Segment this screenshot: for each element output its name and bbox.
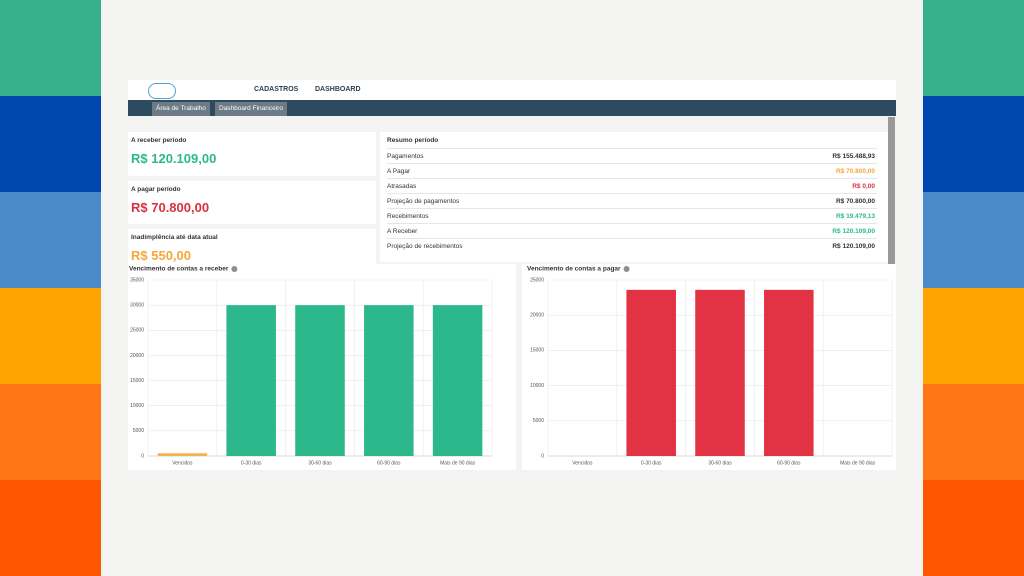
summary-row: A Receber R$ 120.109,00: [387, 223, 877, 239]
card-value: R$ 550,00: [131, 248, 191, 263]
chart-title: Vencimento de contas a pagar: [527, 266, 621, 273]
y-tick-label: 25000: [130, 328, 144, 334]
row-label: Projeção de recebimentos: [387, 243, 463, 250]
tab[interactable]: Dashboard Financeiro: [215, 102, 287, 116]
y-tick-label: 20000: [130, 353, 144, 359]
bar: [695, 289, 745, 456]
x-tick-label: 30-60 dias: [308, 460, 332, 466]
row-value: R$ 155.488,93: [832, 153, 875, 160]
nav-item[interactable]: DASHBOARD: [315, 86, 361, 93]
stripe: [923, 192, 1024, 288]
y-tick-label: 5000: [133, 428, 144, 434]
x-tick-label: 60-90 dias: [377, 460, 401, 466]
x-tick-label: 30-60 dias: [708, 460, 732, 466]
bar: [295, 305, 345, 456]
info-icon: [231, 266, 238, 272]
x-tick-label: Mais de 90 dias: [440, 460, 476, 466]
logo[interactable]: [148, 83, 176, 99]
row-label: Projeção de pagamentos: [387, 198, 460, 205]
summary-row: Recebimentos R$ 19.479,13: [387, 208, 877, 224]
card-title: A pagar período: [131, 186, 181, 193]
card-title: A receber período: [131, 137, 187, 144]
y-tick-label: 20000: [530, 313, 544, 319]
row-label: Atrasadas: [387, 183, 417, 190]
stripe: [0, 96, 101, 192]
x-tick-label: Mais de 90 dias: [840, 460, 876, 466]
stripe: [923, 96, 1024, 192]
y-tick-label: 15000: [530, 348, 544, 354]
y-tick-label: 25000: [530, 277, 544, 283]
stripe: [923, 288, 1024, 384]
stripe: [923, 480, 1024, 576]
row-value: R$ 120.109,00: [832, 243, 875, 250]
y-tick-label: 0: [541, 453, 544, 459]
stripe: [0, 192, 101, 288]
x-tick-label: Vencidos: [572, 460, 593, 466]
x-tick-label: 0-30 dias: [241, 460, 262, 466]
card-value: R$ 70.800,00: [131, 200, 210, 215]
y-tick-label: 30000: [130, 302, 144, 308]
y-tick-label: 15000: [130, 378, 144, 384]
row-label: A Pagar: [387, 168, 411, 175]
y-tick-label: 5000: [533, 418, 544, 424]
stripe: [0, 480, 101, 576]
summary-row: Atrasadas R$ 0,00: [387, 178, 877, 194]
stripe: [923, 384, 1024, 480]
tab[interactable]: Área de Trabalho: [152, 102, 210, 116]
card-value: R$ 120.109,00: [131, 151, 217, 166]
top-bar: CADASTROS DASHBOARD: [128, 80, 896, 100]
stripe: [0, 288, 101, 384]
y-tick-label: 0: [141, 453, 144, 459]
summary-panel: Resumo período Pagamentos R$ 155.488,93 A…: [380, 132, 888, 262]
x-tick-label: Vencidos: [172, 460, 193, 466]
row-label: Pagamentos: [387, 153, 424, 160]
row-value: R$ 70.800,00: [835, 198, 875, 205]
summary-row: A Pagar R$ 70.800,00: [387, 163, 877, 179]
summary-row: Projeção de pagamentos R$ 70.800,00: [387, 193, 877, 209]
y-tick-label: 35000: [130, 277, 144, 283]
tab-bar: Área de Trabalho Dashboard Financeiro: [128, 100, 896, 116]
stripe: [0, 0, 101, 96]
info-icon: [623, 266, 630, 272]
bar: [764, 289, 814, 456]
card: Inadimplência até data atual R$ 550,00: [128, 229, 376, 266]
row-value: R$ 0,00: [852, 183, 875, 190]
summary-row: Pagamentos R$ 155.488,93: [387, 148, 877, 164]
chart-title: Vencimento de contas a receber: [129, 266, 229, 273]
y-tick-label: 10000: [130, 403, 144, 409]
row-label: A Receber: [387, 228, 418, 235]
card: A receber período R$ 120.109,00: [128, 132, 376, 176]
x-tick-label: 60-90 dias: [777, 460, 801, 466]
summary-title: Resumo período: [387, 137, 439, 144]
nav-item[interactable]: CADASTROS: [254, 86, 299, 93]
bar: [364, 305, 414, 456]
bar: [626, 289, 676, 456]
row-value: R$ 120.109,00: [832, 228, 875, 235]
row-value: R$ 70.800,00: [835, 168, 875, 175]
bar: [157, 453, 208, 456]
bar: [432, 305, 483, 456]
bar: [226, 305, 276, 456]
x-tick-label: 0-30 dias: [641, 460, 662, 466]
row-label: Recebimentos: [387, 213, 429, 220]
scrollbar[interactable]: [888, 117, 895, 267]
summary-row: Projeção de recebimentos R$ 120.109,00: [387, 238, 877, 254]
stripe: [923, 0, 1024, 96]
row-value: R$ 19.479,13: [835, 213, 875, 220]
y-tick-label: 10000: [530, 383, 544, 389]
card: A pagar período R$ 70.800,00: [128, 181, 376, 224]
stripe: [0, 384, 101, 480]
card-title: Inadimplência até data atual: [131, 234, 218, 241]
